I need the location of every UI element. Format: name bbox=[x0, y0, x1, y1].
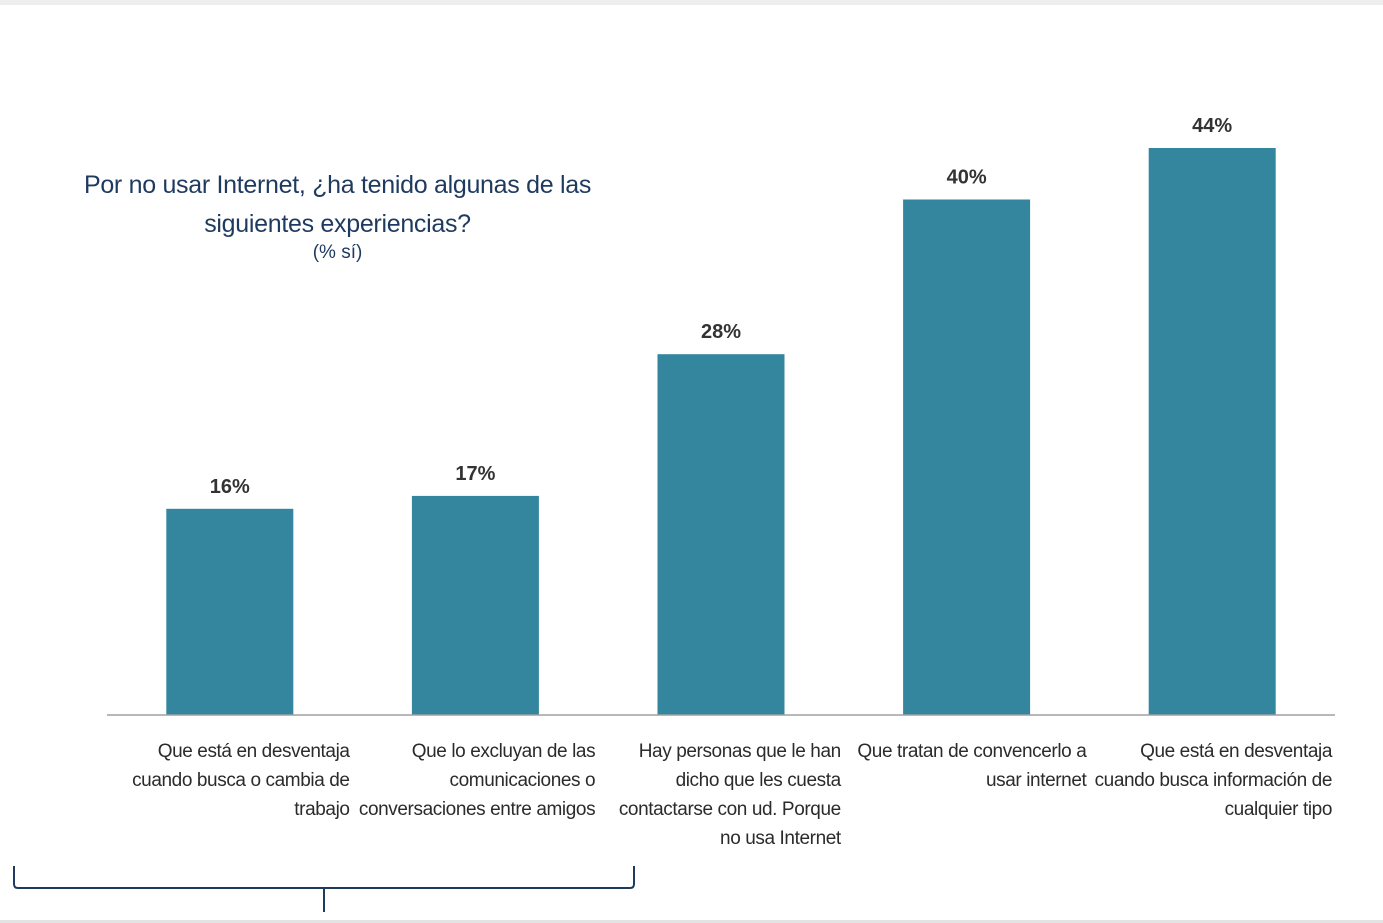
value-label-convencerlo: 40% bbox=[947, 167, 987, 189]
category-label-line: comunicaciones o bbox=[449, 770, 596, 791]
category-label-cuesta-contactarse: Hay personas que le han dicho que les cue… bbox=[601, 737, 841, 853]
category-label-excluyan-amigos: Que lo excluyan de las comunicaciones o co… bbox=[355, 737, 596, 824]
bar-excluyan-amigos bbox=[411, 495, 539, 715]
category-label-line: Que está en desventaja bbox=[1140, 741, 1332, 762]
top-border bbox=[0, 0, 1383, 5]
category-label-line: cualquier tipo bbox=[1224, 799, 1333, 820]
bar-cuesta-contactarse bbox=[657, 354, 785, 715]
bars-layer: 16% 17% 28% 40% 44% bbox=[166, 115, 1276, 715]
bar-desventaja-informacion bbox=[1148, 148, 1276, 715]
bottom-border bbox=[0, 920, 1383, 923]
bar-desventaja-trabajo bbox=[166, 508, 294, 715]
category-label-line: Que lo excluyan de las bbox=[411, 741, 596, 762]
chart-title: Por no usar Internet, ¿ha tenido algunas… bbox=[83, 171, 592, 238]
value-label-cuesta-contactarse: 28% bbox=[701, 321, 741, 343]
category-label-line: trabajo bbox=[294, 799, 350, 820]
category-label-line: dicho que les cuesta bbox=[675, 770, 842, 791]
category-label-line: cuando busca información de bbox=[1094, 770, 1333, 791]
value-label-desventaja-informacion: 44% bbox=[1192, 115, 1232, 137]
category-label-line: no usa Internet bbox=[720, 828, 841, 849]
value-label-desventaja-trabajo: 16% bbox=[210, 476, 250, 498]
category-label-convencerlo: Que tratan de convencerlo a usar internet bbox=[846, 737, 1086, 795]
category-label-line: Que está en desventaja bbox=[157, 741, 350, 762]
grouping-bracket bbox=[13, 866, 635, 912]
value-label-excluyan-amigos: 17% bbox=[455, 463, 495, 485]
category-label-line: conversaciones entre amigos bbox=[358, 799, 596, 820]
category-label-line: Hay personas que le han bbox=[638, 741, 841, 762]
category-label-desventaja-trabajo: Que está en desventaja cuando busca o cam… bbox=[110, 737, 350, 824]
category-label-line: Que tratan de convencerlo a bbox=[857, 741, 1087, 762]
category-label-line: contactarse con ud. Porque bbox=[618, 799, 841, 820]
category-label-line: cuando busca o cambia de bbox=[132, 770, 350, 791]
category-label-desventaja-informacion: Que está en desventaja cuando busca infor… bbox=[1092, 737, 1333, 824]
bar-convencerlo bbox=[903, 199, 1031, 715]
category-label-line: usar internet bbox=[985, 770, 1087, 791]
chart-subtitle: (% sí) bbox=[312, 242, 363, 263]
